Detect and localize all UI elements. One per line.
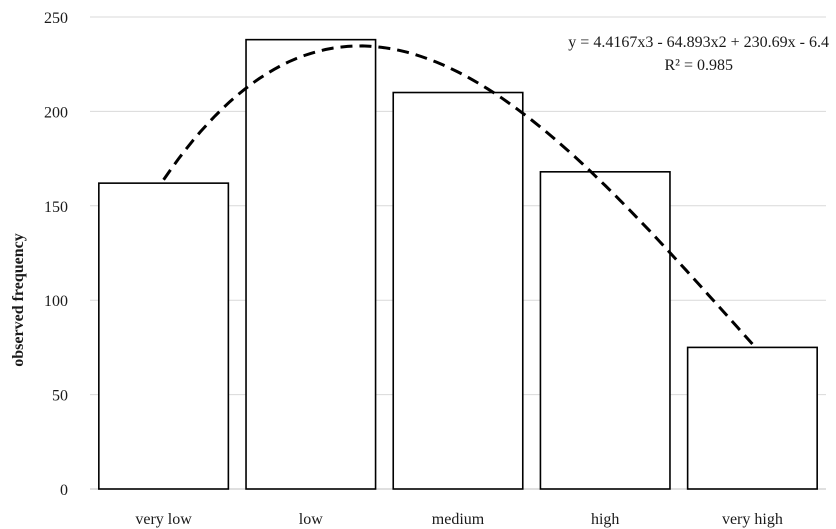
y-tick-label: 250 xyxy=(44,10,68,27)
y-tick-label: 200 xyxy=(44,104,68,121)
x-tick-label: very high xyxy=(722,511,783,528)
y-tick-label: 150 xyxy=(44,199,68,216)
trendline-equation: y = 4.4167x3 - 64.893x2 + 230.69x - 6.4 xyxy=(568,34,829,51)
x-tick-label: low xyxy=(299,511,323,528)
trendline-r-squared: R² = 0.985 xyxy=(665,57,734,74)
x-tick-label: medium xyxy=(432,511,485,528)
y-axis-title: observed frequency xyxy=(10,233,27,366)
y-tick-label: 100 xyxy=(44,293,68,310)
x-tick-label: high xyxy=(591,511,619,528)
bar xyxy=(392,91,524,490)
y-tick-label: 50 xyxy=(52,388,68,405)
bar xyxy=(539,171,671,490)
y-tick-label: 0 xyxy=(60,482,68,499)
y-axis-ticks: 0 50 100 150 200 250 xyxy=(44,10,68,499)
bar xyxy=(245,38,377,490)
trendline xyxy=(162,44,754,346)
x-tick-label: very low xyxy=(135,511,192,528)
bars xyxy=(98,38,818,490)
bar xyxy=(98,182,230,490)
x-axis-ticks: very low low medium high very high xyxy=(135,511,782,528)
bar xyxy=(686,346,818,490)
